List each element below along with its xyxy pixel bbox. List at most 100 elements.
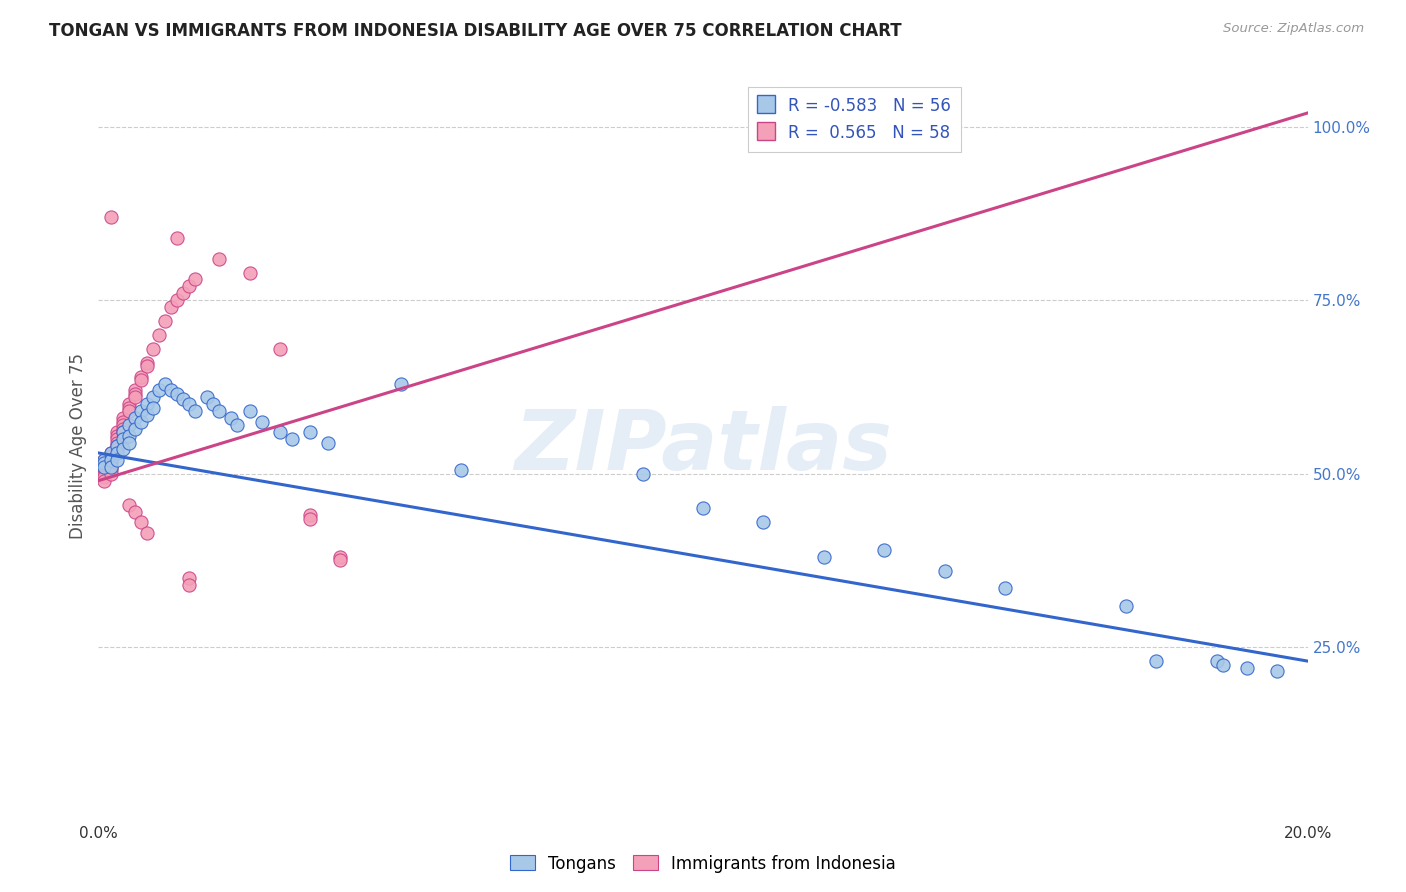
Point xyxy=(166,231,188,245)
Point xyxy=(299,512,322,526)
Point xyxy=(269,425,291,439)
Point xyxy=(179,578,201,592)
Point xyxy=(631,467,654,481)
Point xyxy=(934,564,956,578)
Point xyxy=(100,459,122,474)
Point xyxy=(389,376,412,391)
Point xyxy=(329,553,352,567)
Point xyxy=(100,453,122,467)
Point xyxy=(153,314,176,328)
Point xyxy=(105,439,128,453)
Point xyxy=(153,376,176,391)
Point xyxy=(166,387,188,401)
Point xyxy=(100,210,122,224)
Point xyxy=(1236,661,1258,675)
Point xyxy=(111,442,134,457)
Point xyxy=(105,453,128,467)
Point xyxy=(208,252,231,266)
Point xyxy=(100,446,122,460)
Point xyxy=(111,425,134,439)
Point xyxy=(100,463,122,477)
Point xyxy=(124,505,146,519)
Point xyxy=(160,300,183,314)
Point xyxy=(93,453,115,467)
Point xyxy=(202,397,225,411)
Point xyxy=(135,356,157,370)
Point xyxy=(118,435,141,450)
Point xyxy=(329,549,352,564)
Point xyxy=(172,286,194,301)
Point xyxy=(135,359,157,374)
Point xyxy=(111,415,134,429)
Point xyxy=(269,342,291,356)
Point xyxy=(93,463,115,477)
Point xyxy=(124,422,146,436)
Point xyxy=(450,463,472,477)
Point xyxy=(93,467,115,481)
Text: Source: ZipAtlas.com: Source: ZipAtlas.com xyxy=(1223,22,1364,36)
Point xyxy=(105,435,128,450)
Point xyxy=(118,418,141,433)
Point xyxy=(299,508,322,523)
Point xyxy=(316,435,339,450)
Point xyxy=(111,422,134,436)
Point xyxy=(93,456,115,470)
Point xyxy=(221,411,243,425)
Point xyxy=(100,453,122,467)
Point xyxy=(299,425,322,439)
Point xyxy=(124,391,146,405)
Point xyxy=(105,446,128,460)
Point xyxy=(281,432,304,446)
Point xyxy=(184,272,207,286)
Point xyxy=(179,571,201,585)
Point xyxy=(129,516,152,530)
Point xyxy=(111,418,134,433)
Point xyxy=(105,428,128,442)
Point xyxy=(239,266,262,280)
Point xyxy=(111,425,134,439)
Point xyxy=(1212,657,1234,672)
Legend: Tongans, Immigrants from Indonesia: Tongans, Immigrants from Indonesia xyxy=(503,848,903,880)
Point xyxy=(118,397,141,411)
Point xyxy=(179,279,201,293)
Point xyxy=(124,384,146,398)
Point xyxy=(93,459,115,474)
Point xyxy=(105,425,128,439)
Legend: R = -0.583   N = 56, R =  0.565   N = 58: R = -0.583 N = 56, R = 0.565 N = 58 xyxy=(748,87,960,152)
Point xyxy=(105,439,128,453)
Point xyxy=(1144,654,1167,668)
Point xyxy=(124,411,146,425)
Point xyxy=(93,474,115,488)
Point xyxy=(93,470,115,484)
Point xyxy=(93,453,115,467)
Point xyxy=(813,549,835,564)
Point xyxy=(100,456,122,470)
Point xyxy=(184,404,207,418)
Point xyxy=(1206,654,1229,668)
Point xyxy=(118,404,141,418)
Point xyxy=(1115,599,1137,613)
Point xyxy=(111,432,134,446)
Point xyxy=(118,428,141,442)
Y-axis label: Disability Age Over 75: Disability Age Over 75 xyxy=(69,353,87,539)
Point xyxy=(208,404,231,418)
Point xyxy=(129,404,152,418)
Point xyxy=(752,516,775,530)
Point xyxy=(135,408,157,422)
Point xyxy=(129,373,152,387)
Point xyxy=(142,401,165,415)
Point xyxy=(226,418,249,433)
Point xyxy=(142,342,165,356)
Point xyxy=(148,328,170,343)
Point xyxy=(111,411,134,425)
Text: ZIPatlas: ZIPatlas xyxy=(515,406,891,486)
Point xyxy=(105,432,128,446)
Text: TONGAN VS IMMIGRANTS FROM INDONESIA DISABILITY AGE OVER 75 CORRELATION CHART: TONGAN VS IMMIGRANTS FROM INDONESIA DISA… xyxy=(49,22,901,40)
Point xyxy=(105,442,128,457)
Point xyxy=(135,397,157,411)
Point xyxy=(142,391,165,405)
Point xyxy=(118,401,141,415)
Point xyxy=(1267,665,1289,679)
Point xyxy=(129,369,152,384)
Point xyxy=(100,446,122,460)
